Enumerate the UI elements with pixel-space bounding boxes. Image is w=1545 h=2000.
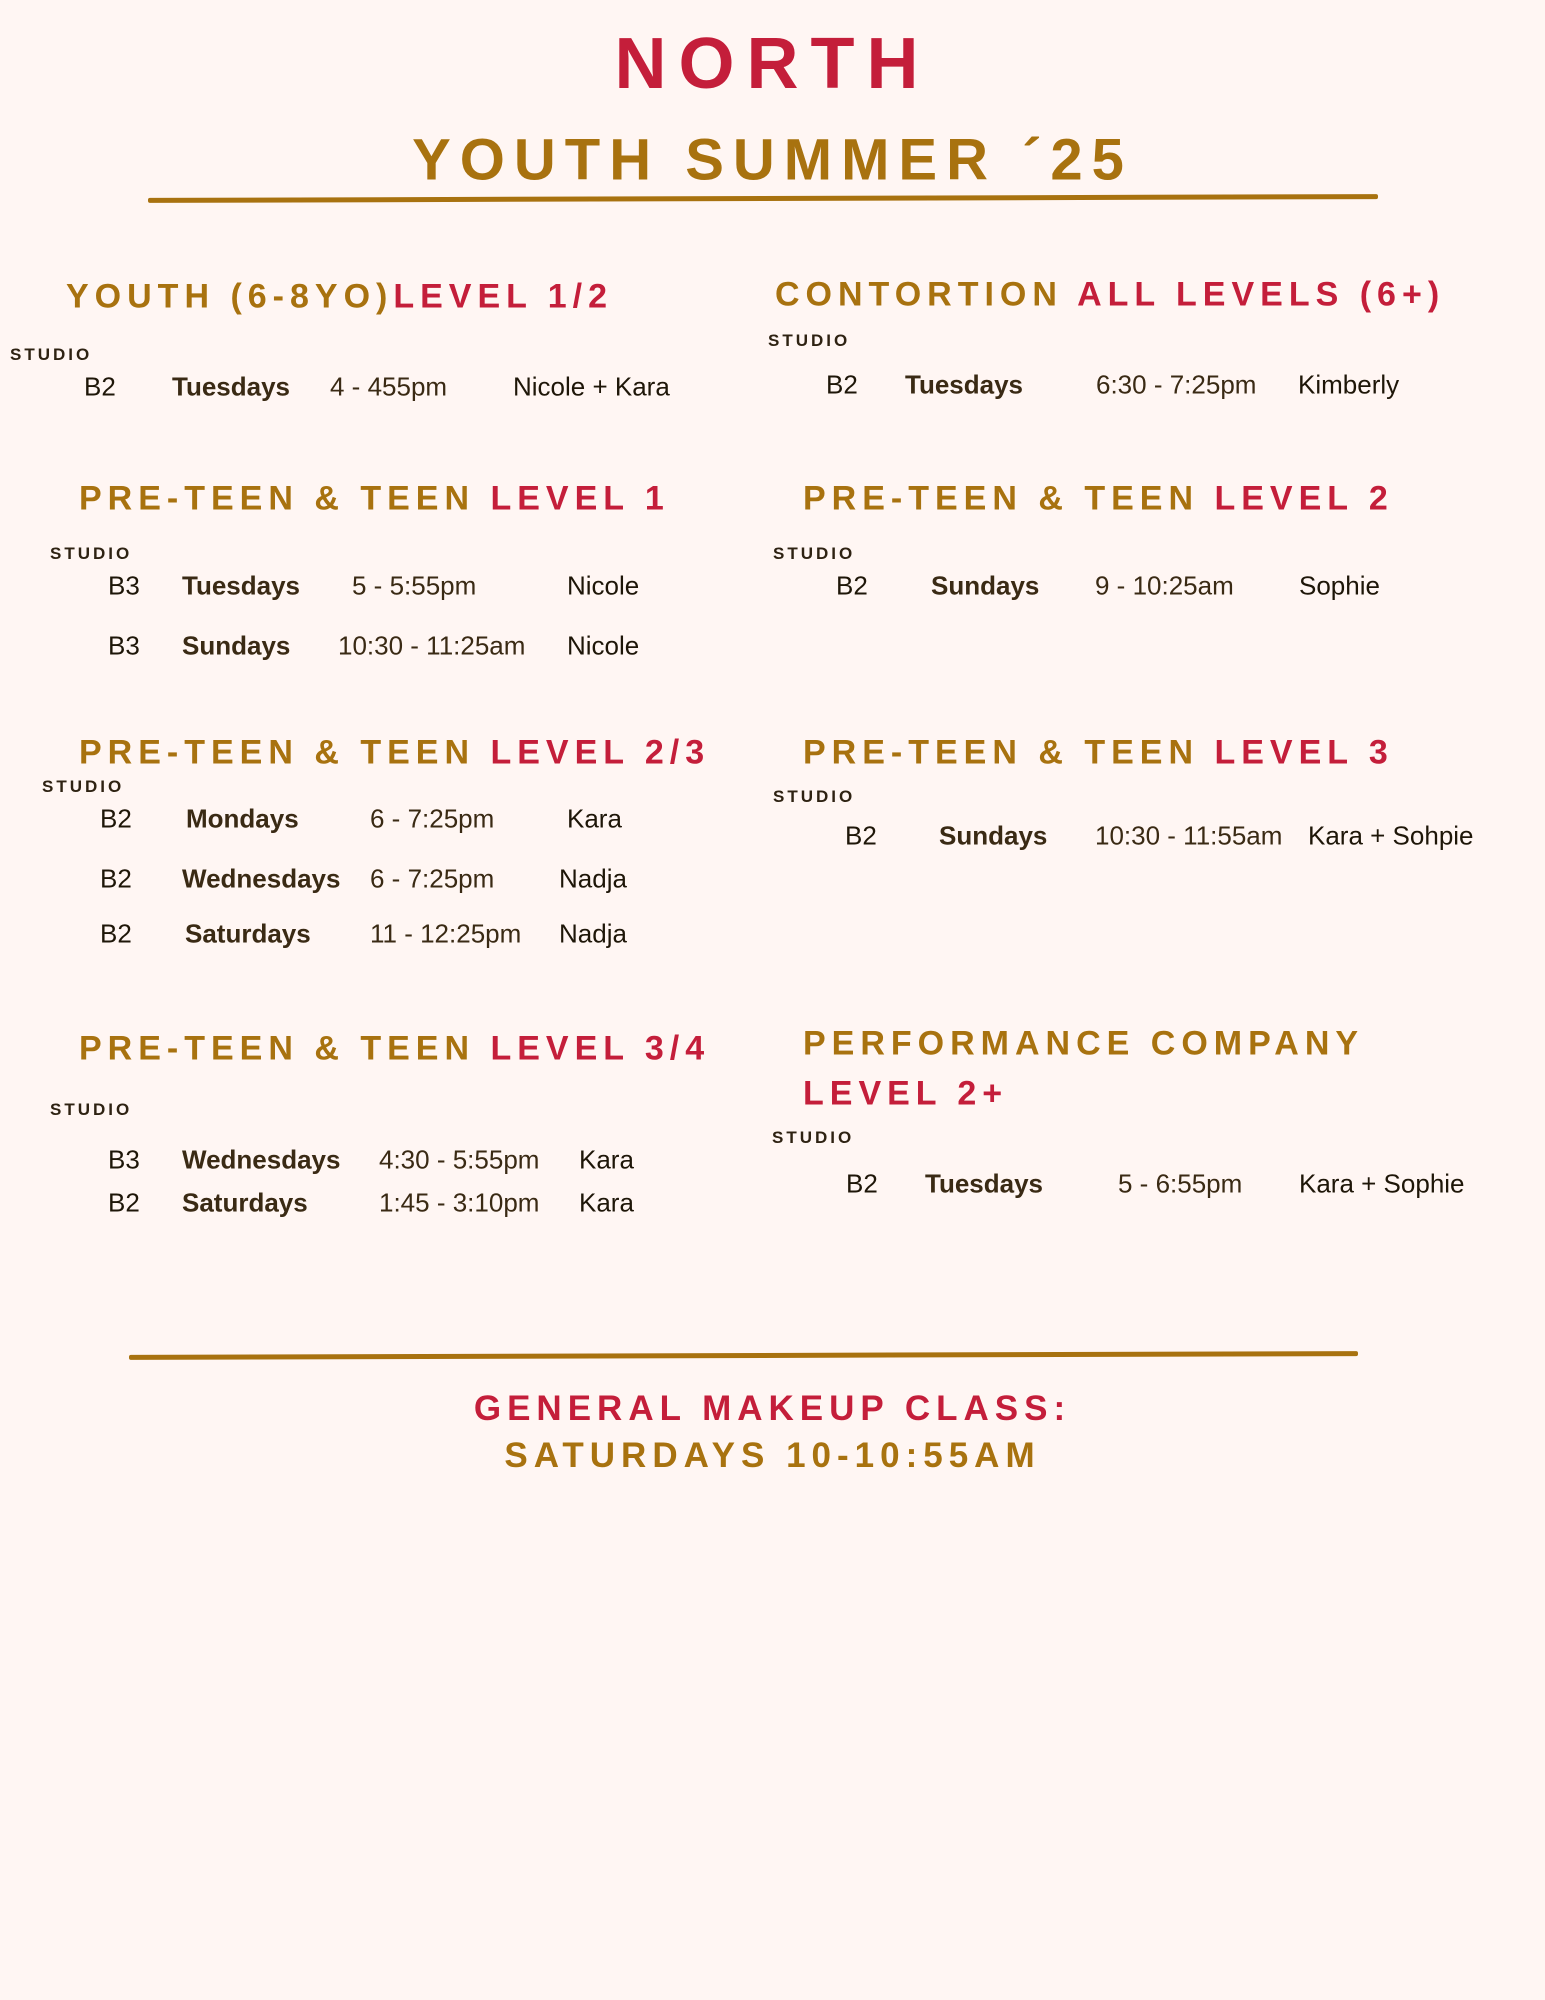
instructor-cell: Kara xyxy=(579,1144,634,1175)
studio-column-label: STUDIO xyxy=(50,1100,133,1119)
section-title-level: ALL LEVELS (6+) xyxy=(1077,275,1446,314)
time-cell: 10:30 - 11:25am xyxy=(338,630,526,661)
instructor-cell: Kara xyxy=(579,1187,634,1218)
day-cell: Tuesdays xyxy=(905,369,1024,400)
day-cell: Wednesdays xyxy=(182,863,341,894)
studio-cell: B2 xyxy=(846,1168,878,1199)
section-title-program: PRE-TEEN & TEEN xyxy=(79,733,491,772)
section-level: LEVEL 2+ xyxy=(803,1074,1009,1113)
footer-makeup-title: GENERAL MAKEUP CLASS: xyxy=(473,1389,1072,1428)
instructor-cell: Nicole + Kara xyxy=(513,371,670,402)
studio-cell: B2 xyxy=(108,1187,140,1218)
footer-makeup-time: SATURDAYS 10-10:55AM xyxy=(504,1436,1041,1475)
divider-bottom xyxy=(128,1351,1359,1360)
time-cell: 10:30 - 11:55am xyxy=(1095,820,1283,851)
studio-column-label: STUDIO xyxy=(10,345,93,364)
instructor-cell: Kara + Sophie xyxy=(1299,1168,1465,1199)
section-title-program: YOUTH (6-8YO) xyxy=(66,277,394,316)
section-title-program: PRE-TEEN & TEEN xyxy=(803,479,1215,518)
section-title-level: LEVEL 3/4 xyxy=(490,1029,711,1068)
instructor-cell: Kara xyxy=(567,803,622,834)
day-cell: Tuesdays xyxy=(182,570,301,601)
studio-cell: B2 xyxy=(845,820,877,851)
time-cell: 5 - 5:55pm xyxy=(352,570,477,601)
studio-cell: B2 xyxy=(826,369,858,400)
studio-cell: B2 xyxy=(100,863,132,894)
instructor-cell: Nadja xyxy=(559,863,627,894)
section-title: PRE-TEEN & TEEN LEVEL 2/3 xyxy=(79,734,710,773)
time-cell: 6 - 7:25pm xyxy=(370,803,495,834)
studio-column-label: STUDIO xyxy=(50,544,133,563)
studio-cell: B2 xyxy=(100,918,132,949)
section-title: YOUTH (6-8YO)LEVEL 1/2 xyxy=(66,278,613,317)
time-cell: 6 - 7:25pm xyxy=(370,863,495,894)
time-cell: 11 - 12:25pm xyxy=(370,918,522,949)
studio-column-label: STUDIO xyxy=(772,1128,855,1147)
time-cell: 4:30 - 5:55pm xyxy=(379,1144,540,1175)
section-title-program: PRE-TEEN & TEEN xyxy=(79,1029,491,1068)
section-title-level: LEVEL 2 xyxy=(1214,479,1394,518)
divider-top xyxy=(147,194,1379,203)
day-cell: Sundays xyxy=(931,570,1040,601)
studio-column-label: STUDIO xyxy=(42,777,125,796)
studio-column-label: STUDIO xyxy=(768,331,851,350)
section-title: PRE-TEEN & TEEN LEVEL 3/4 xyxy=(79,1030,710,1069)
studio-cell: B2 xyxy=(100,803,132,834)
studio-cell: B3 xyxy=(108,570,140,601)
section-title: PRE-TEEN & TEEN LEVEL 1 xyxy=(79,480,670,519)
instructor-cell: Nadja xyxy=(559,918,627,949)
day-cell: Mondays xyxy=(186,803,299,834)
studio-cell: B3 xyxy=(108,630,140,661)
day-cell: Saturdays xyxy=(185,918,311,949)
section-title-level: LEVEL 3 xyxy=(1214,733,1394,772)
day-cell: Wednesdays xyxy=(182,1144,341,1175)
day-cell: Sundays xyxy=(939,820,1048,851)
day-cell: Tuesdays xyxy=(925,1168,1044,1199)
instructor-cell: Kimberly xyxy=(1298,369,1400,400)
studio-column-label: STUDIO xyxy=(773,544,856,563)
section-title: PERFORMANCE COMPANY xyxy=(803,1024,1365,1063)
section-title: PRE-TEEN & TEEN LEVEL 3 xyxy=(803,734,1394,773)
section-title-program: PRE-TEEN & TEEN xyxy=(79,479,491,518)
studio-cell: B3 xyxy=(108,1144,140,1175)
time-cell: 9 - 10:25am xyxy=(1095,570,1234,601)
time-cell: 1:45 - 3:10pm xyxy=(379,1187,540,1218)
section-title-level: LEVEL 1 xyxy=(490,479,670,518)
instructor-cell: Kara + Sohpie xyxy=(1308,820,1474,851)
section-title-level: LEVEL 1/2 xyxy=(393,277,614,316)
instructor-cell: Sophie xyxy=(1299,570,1380,601)
time-cell: 5 - 6:55pm xyxy=(1118,1168,1243,1199)
section-title-program: CONTORTION xyxy=(775,275,1078,314)
time-cell: 4 - 455pm xyxy=(330,371,448,402)
studio-column-label: STUDIO xyxy=(773,787,856,806)
studio-cell: B2 xyxy=(84,371,116,402)
section-title-level: LEVEL 2/3 xyxy=(490,733,711,772)
day-cell: Sundays xyxy=(182,630,291,661)
instructor-cell: Nicole xyxy=(567,570,640,601)
studio-cell: B2 xyxy=(836,570,868,601)
time-cell: 6:30 - 7:25pm xyxy=(1096,369,1257,400)
section-title: CONTORTION ALL LEVELS (6+) xyxy=(775,276,1445,315)
page-subtitle: YOUTH SUMMER ´25 xyxy=(412,127,1133,193)
section-title: PRE-TEEN & TEEN LEVEL 2 xyxy=(803,480,1394,519)
instructor-cell: Nicole xyxy=(567,630,640,661)
day-cell: Saturdays xyxy=(182,1187,308,1218)
page-title: NORTH xyxy=(614,24,931,104)
day-cell: Tuesdays xyxy=(172,371,291,402)
section-title-program: PRE-TEEN & TEEN xyxy=(803,733,1215,772)
